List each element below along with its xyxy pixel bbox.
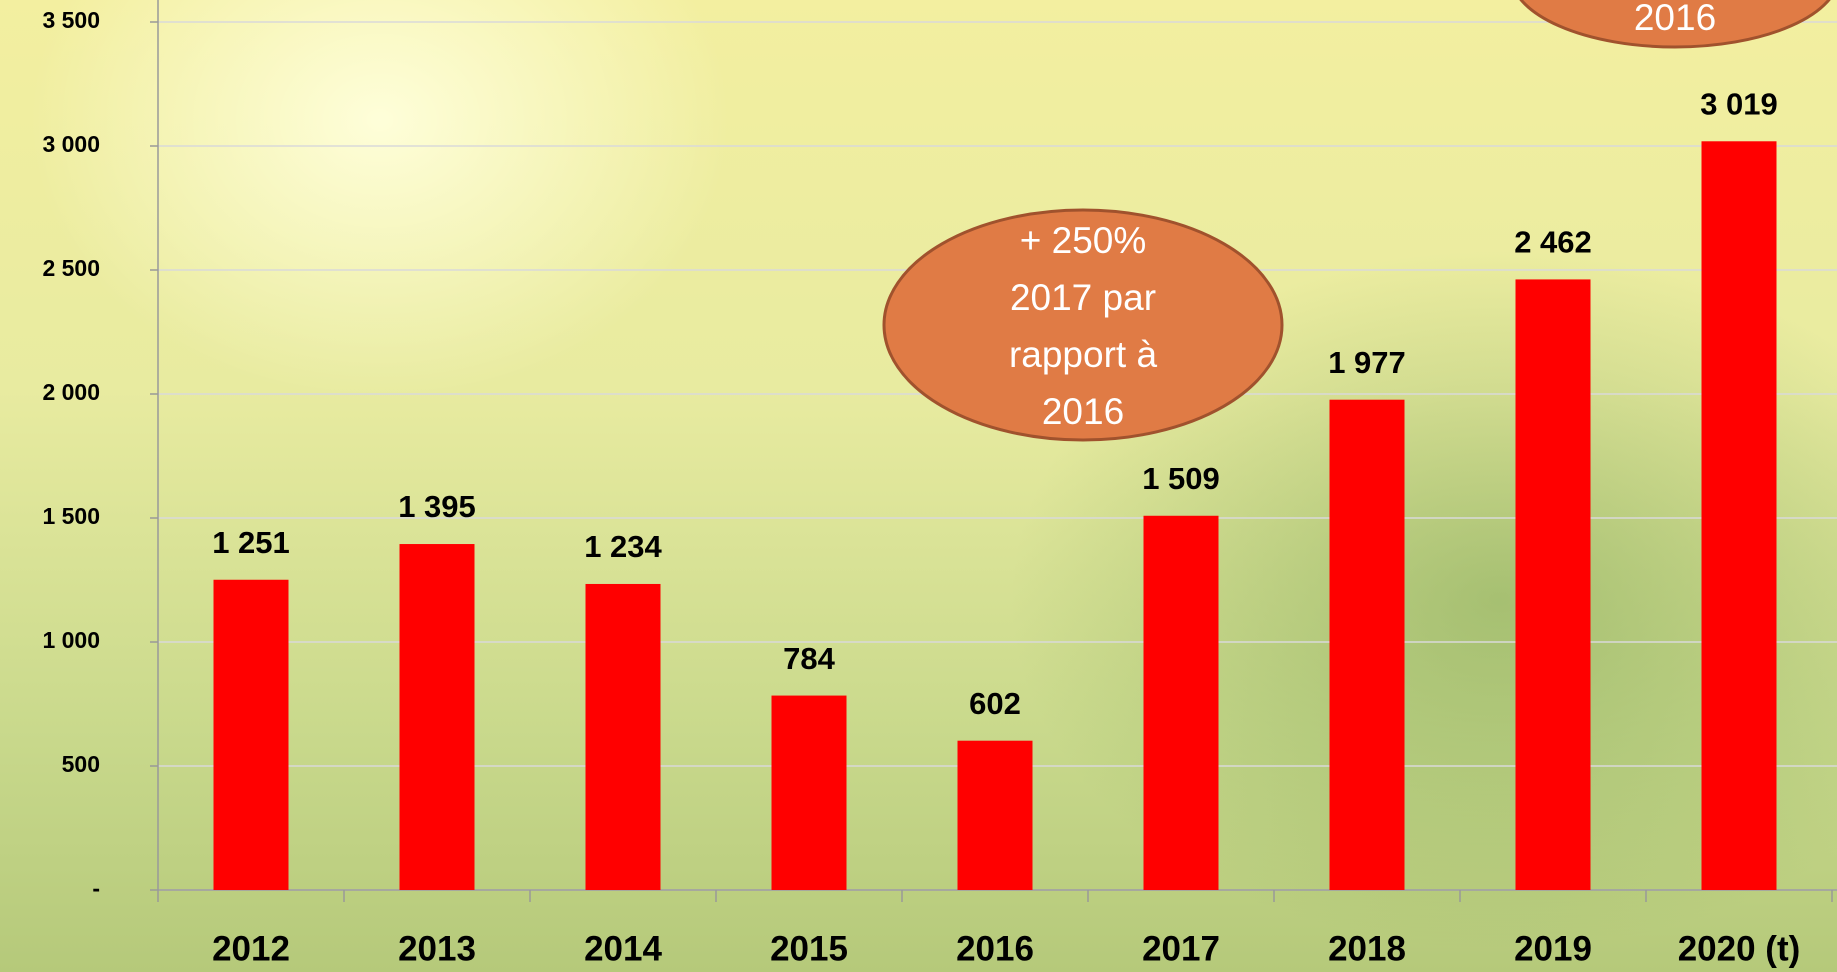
x-tick-label: 2020 (t) — [1678, 929, 1801, 968]
bar — [771, 695, 847, 890]
bar — [957, 740, 1033, 890]
bar — [399, 544, 475, 890]
callout-text: 2016 — [1634, 0, 1716, 38]
y-tick-label: 2 000 — [42, 379, 100, 405]
x-tick-label: 2017 — [1142, 929, 1220, 968]
value-label: 2 462 — [1514, 225, 1592, 260]
x-tick-label: 2016 — [956, 929, 1034, 968]
callout-text: rapport à — [1009, 334, 1158, 375]
y-tick-label: 3 500 — [42, 7, 100, 33]
bar — [213, 579, 289, 890]
value-label: 602 — [969, 686, 1021, 721]
bar — [1329, 399, 1405, 890]
callout — [1519, 0, 1831, 49]
value-label: 1 395 — [398, 489, 476, 524]
x-tick-label: 2019 — [1514, 929, 1592, 968]
x-tick-label: 2014 — [584, 929, 662, 968]
value-label: 1 977 — [1328, 345, 1406, 380]
x-tick-label: 2013 — [398, 929, 476, 968]
x-tick-label: 2018 — [1328, 929, 1406, 968]
callout-text: 2017 par — [1010, 277, 1156, 318]
bar — [585, 583, 661, 890]
y-tick-label: 1 000 — [42, 627, 100, 653]
bar — [1515, 279, 1591, 890]
callout — [882, 208, 1284, 442]
bar — [1701, 141, 1777, 891]
value-label: 784 — [783, 641, 835, 676]
value-label: 1 509 — [1142, 461, 1220, 496]
y-tick-label: 1 500 — [42, 503, 100, 529]
bar — [1143, 515, 1219, 890]
value-label: 1 234 — [584, 529, 662, 564]
value-label: 3 019 — [1700, 86, 1778, 121]
y-tick-label: - — [92, 875, 100, 901]
callout-text: 2016 — [1042, 391, 1124, 432]
y-tick-label: 500 — [62, 751, 100, 777]
callout-text: + 250% — [1020, 220, 1147, 261]
x-tick-label: 2015 — [770, 929, 848, 968]
y-tick-label: 2 500 — [42, 255, 100, 281]
value-label: 1 251 — [212, 525, 290, 560]
x-tick-label: 2012 — [212, 929, 290, 968]
y-tick-label: 3 000 — [42, 131, 100, 157]
